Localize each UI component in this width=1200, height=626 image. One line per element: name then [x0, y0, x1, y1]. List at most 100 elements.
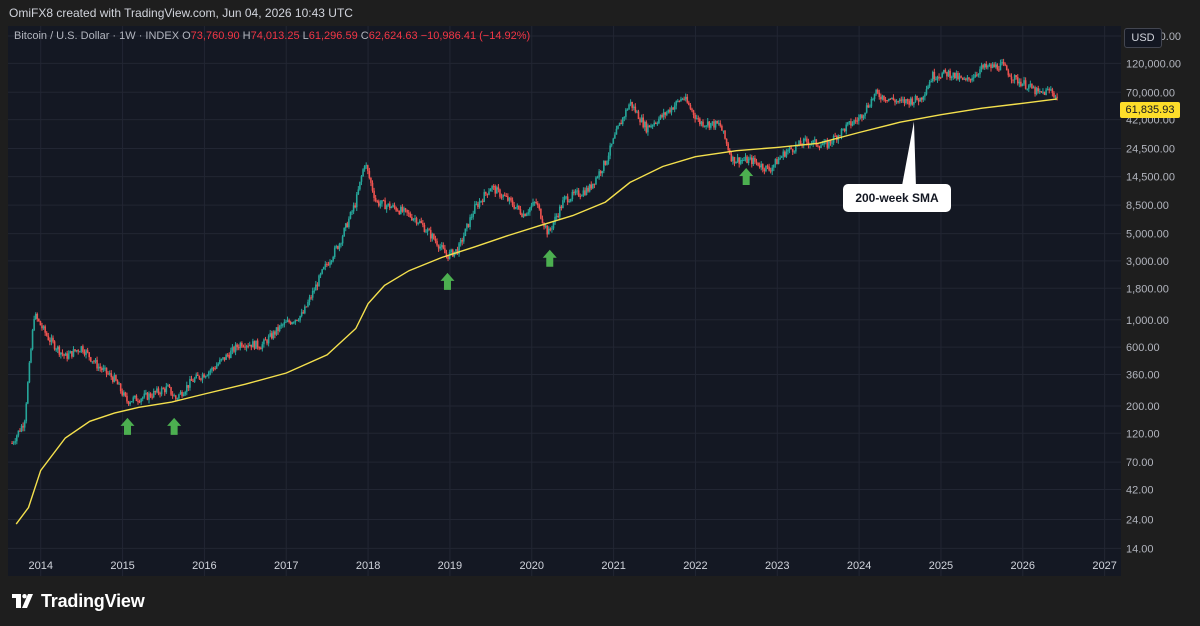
candle-body	[843, 128, 846, 132]
candle-body	[736, 157, 739, 162]
candle-body	[1007, 70, 1010, 76]
candle-body	[681, 98, 684, 100]
candle-body	[473, 204, 476, 214]
candle-body	[1038, 91, 1041, 93]
candle-body	[507, 196, 509, 201]
candle-body	[60, 352, 62, 355]
candle-body	[373, 190, 375, 198]
candle-body	[467, 223, 470, 228]
candle-body	[198, 375, 201, 379]
candle-body	[384, 200, 386, 210]
last-price-tag: 61,835.93	[1120, 102, 1180, 118]
candle-body	[769, 170, 772, 172]
candle-body	[599, 171, 602, 174]
candle-body	[533, 202, 536, 204]
candle-body	[247, 345, 249, 347]
candle-body	[631, 101, 633, 108]
candle-body	[56, 346, 59, 350]
candle-body	[914, 95, 917, 102]
candle-body	[121, 391, 124, 396]
y-tick-label: 360.00	[1126, 369, 1160, 381]
candle-body	[341, 236, 344, 244]
marker-arrow-icon	[167, 417, 182, 435]
candle-body	[732, 156, 734, 162]
candle-body	[993, 64, 995, 68]
candle-body	[63, 354, 65, 356]
y-tick-label: 600.00	[1126, 342, 1160, 354]
currency-button[interactable]: USD	[1124, 28, 1162, 48]
candle-body	[244, 346, 246, 348]
candle-body	[826, 141, 829, 148]
candle-body	[225, 354, 227, 360]
candle-body	[817, 145, 819, 147]
candle-body	[1026, 88, 1029, 90]
candle-body	[614, 134, 616, 139]
candle-body	[625, 109, 627, 117]
candle-body	[683, 98, 685, 100]
candle-body	[385, 205, 388, 210]
candle-body	[389, 203, 391, 209]
candle-body	[1053, 92, 1055, 98]
candle-body	[963, 78, 966, 80]
x-tick-label: 2019	[438, 560, 462, 572]
candle-body	[933, 71, 936, 80]
y-tick-label: 1,000.00	[1126, 315, 1169, 327]
candle-body	[1015, 75, 1017, 78]
candle-body	[713, 121, 715, 128]
tradingview-logo[interactable]: TradingView	[12, 590, 145, 612]
candle-body	[429, 230, 432, 239]
candle-body	[529, 207, 531, 213]
candle-body	[69, 351, 72, 354]
change-value: −10,986.41 (−14.92%)	[420, 30, 531, 42]
candle-body	[472, 213, 475, 217]
candle-body	[107, 373, 109, 375]
candle-body	[924, 94, 926, 97]
candle-body	[431, 234, 434, 239]
candle-body	[571, 191, 574, 200]
candle-body	[400, 206, 402, 215]
candle-body	[979, 69, 981, 75]
high-value: 74,013.25	[250, 30, 300, 42]
candle-body	[829, 140, 832, 144]
x-tick-label: 2022	[683, 560, 707, 572]
candle-body	[588, 184, 591, 192]
candle-body	[839, 135, 841, 137]
candle-body	[897, 101, 899, 103]
candle-body	[466, 223, 468, 229]
candle-body	[905, 99, 907, 104]
candle-body	[532, 202, 534, 206]
candle-body	[66, 353, 68, 359]
candle-body	[942, 69, 945, 74]
candle-body	[116, 380, 119, 385]
candle-body	[387, 203, 390, 206]
candle-body	[626, 109, 629, 111]
chart-area[interactable]	[8, 26, 1121, 576]
candle-body	[525, 213, 528, 216]
candle-body	[168, 385, 171, 388]
candle-body	[949, 70, 951, 79]
candle-body	[955, 72, 958, 79]
candle-body	[593, 183, 596, 185]
candle-body	[113, 375, 116, 382]
candle-body	[653, 122, 656, 126]
candle-body	[480, 200, 482, 202]
y-tick-label: 24.00	[1126, 514, 1154, 526]
candle-body	[806, 138, 808, 142]
candle-body	[621, 117, 624, 125]
candle-body	[941, 73, 944, 78]
candle-body	[259, 348, 262, 350]
candle-body	[294, 319, 297, 323]
candle-body	[141, 397, 144, 399]
candle-body	[393, 205, 396, 208]
candle-body	[757, 162, 759, 166]
candle-body	[1056, 96, 1058, 98]
candle-body	[558, 206, 561, 217]
candle-body	[464, 228, 467, 237]
candle-body	[980, 65, 983, 70]
candle-body	[744, 156, 747, 161]
candle-body	[909, 98, 912, 105]
candle-body	[615, 128, 618, 135]
candle-body	[489, 188, 492, 192]
candle-body	[766, 165, 769, 167]
candle-body	[181, 391, 183, 397]
